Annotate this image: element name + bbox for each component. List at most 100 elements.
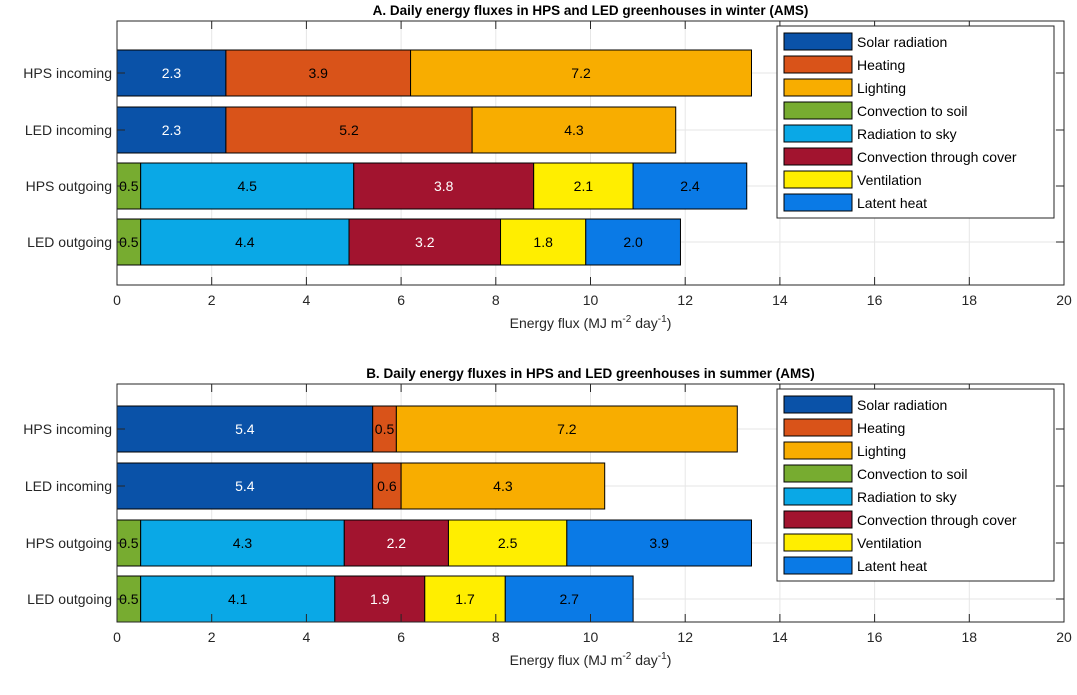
x-tick-label: 8	[492, 629, 500, 645]
x-tick-label: 10	[583, 292, 599, 308]
x-axis-label-part: day	[631, 315, 657, 331]
bar-segment	[343, 519, 449, 567]
bar-segment	[471, 106, 677, 154]
legend-label: Solar radiation	[857, 397, 947, 413]
bar-data-label: 5.4	[235, 478, 255, 494]
x-axis-label-superscript: -2	[622, 314, 631, 325]
bar-data-label: 0.5	[119, 178, 139, 194]
x-axis-label-superscript: -1	[658, 651, 667, 662]
bar-segment	[116, 106, 227, 154]
legend-swatch	[783, 193, 853, 212]
bar-segment	[424, 575, 506, 623]
legend-swatch	[783, 556, 853, 575]
bar-data-label: 0.5	[375, 421, 395, 437]
bar-data-label: 3.9	[649, 535, 669, 551]
bar-segment	[410, 49, 752, 97]
x-axis-label-part: )	[667, 315, 672, 331]
y-tick-label: LED outgoing	[27, 234, 112, 250]
x-tick-label: 16	[867, 292, 883, 308]
bar-data-label: 0.5	[119, 591, 139, 607]
x-axis-label-superscript: -2	[622, 651, 631, 662]
bar-data-label: 5.2	[339, 122, 359, 138]
bar-segment	[632, 162, 748, 210]
x-tick-label: 6	[397, 292, 405, 308]
legend-swatch	[783, 395, 853, 414]
chart-panel-0: 2.3 3.9 7.2 2.3 5.2 4.3 0.5 4.5 3.8 2.1 2.4 0.5 4.4 3…	[23, 3, 1072, 331]
x-tick-label: 14	[772, 292, 788, 308]
x-axis-label-part: Energy flux (MJ m	[510, 652, 623, 668]
bar-data-label: 2.7	[559, 591, 579, 607]
legend-swatch	[783, 32, 853, 51]
x-tick-label: 18	[962, 629, 978, 645]
legend-swatch	[783, 487, 853, 506]
x-axis-label-superscript: -1	[658, 314, 667, 325]
legend: Solar radiation Heating Lighting Convection…	[776, 388, 1055, 582]
legend-box	[776, 25, 1055, 219]
bar-data-label: 4.5	[237, 178, 257, 194]
chart-title: A. Daily energy fluxes in HPS and LED gr…	[373, 3, 809, 18]
bar-segment	[348, 218, 502, 266]
bar-data-label: 1.7	[455, 591, 475, 607]
x-tick-label: 0	[113, 292, 121, 308]
bar-segment	[566, 519, 752, 567]
bar-data-label: 0.6	[377, 478, 397, 494]
x-tick-label: 14	[772, 629, 788, 645]
legend-swatch	[783, 147, 853, 166]
bar-data-label: 2.0	[623, 234, 643, 250]
legend-label: Ventilation	[857, 172, 922, 188]
legend-swatch	[783, 464, 853, 483]
bar-segment	[504, 575, 634, 623]
x-tick-label: 8	[492, 292, 500, 308]
bar-data-label: 7.2	[557, 421, 577, 437]
x-tick-label: 18	[962, 292, 978, 308]
bar-data-label: 4.4	[235, 234, 255, 250]
legend-swatch	[783, 510, 853, 529]
x-axis-label-part: )	[667, 652, 672, 668]
x-axis-label-part: Energy flux (MJ m	[510, 315, 623, 331]
bar-segment	[585, 218, 681, 266]
legend-label: Convection to soil	[857, 103, 968, 119]
legend-label: Lighting	[857, 80, 906, 96]
bar-segment	[225, 49, 412, 97]
bar-segment	[334, 575, 426, 623]
y-tick-label: HPS outgoing	[26, 535, 112, 551]
bar-segment	[447, 519, 568, 567]
y-tick-label: HPS incoming	[23, 421, 112, 437]
legend-box	[776, 388, 1055, 582]
x-tick-label: 0	[113, 629, 121, 645]
bar-data-label: 2.3	[162, 122, 182, 138]
x-tick-label: 2	[208, 629, 216, 645]
bar-data-label: 1.9	[370, 591, 390, 607]
legend-label: Convection through cover	[857, 149, 1017, 165]
legend-label: Solar radiation	[857, 34, 947, 50]
legend-swatch	[783, 533, 853, 552]
x-axis-label: Energy flux (MJ m-2 day-1)	[510, 651, 672, 668]
bar-segment	[140, 218, 350, 266]
bar-segment	[116, 49, 227, 97]
bar-segment	[116, 462, 374, 510]
y-tick-label: LED incoming	[25, 478, 112, 494]
bar-data-label: 2.4	[680, 178, 700, 194]
legend-label: Heating	[857, 420, 905, 436]
x-tick-label: 4	[303, 629, 311, 645]
bar-data-label: 7.2	[571, 65, 591, 81]
bar-segment	[500, 218, 587, 266]
x-axis-label-part: day	[631, 652, 657, 668]
bar-data-label: 4.1	[228, 591, 248, 607]
legend-swatch	[783, 418, 853, 437]
legend-label: Ventilation	[857, 535, 922, 551]
bar-segment	[140, 575, 336, 623]
legend-swatch	[783, 55, 853, 74]
legend-swatch	[783, 124, 853, 143]
bar-data-label: 4.3	[493, 478, 513, 494]
bar-data-label: 4.3	[564, 122, 584, 138]
bar-data-label: 3.8	[434, 178, 454, 194]
legend-swatch	[783, 441, 853, 460]
legend-label: Latent heat	[857, 558, 927, 574]
bar-segment	[353, 162, 535, 210]
x-tick-label: 16	[867, 629, 883, 645]
bar-data-label: 5.4	[235, 421, 255, 437]
legend-label: Heating	[857, 57, 905, 73]
legend-label: Radiation to sky	[857, 489, 957, 505]
